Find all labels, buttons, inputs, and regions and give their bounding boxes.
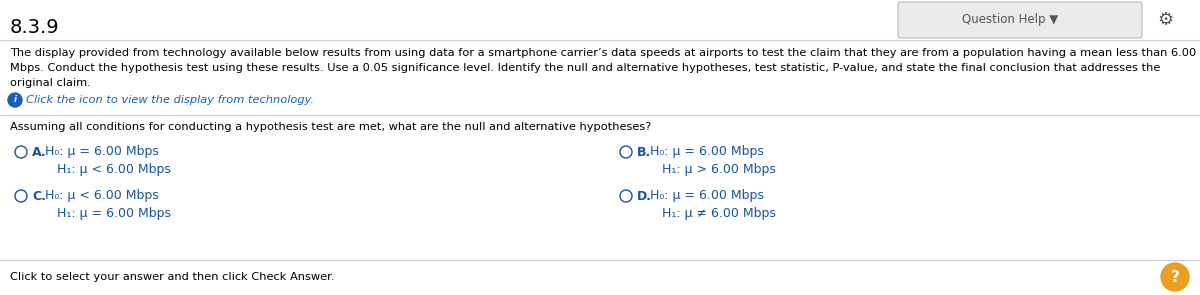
Text: ⚙: ⚙ [1157,11,1174,29]
Text: 8.3.9: 8.3.9 [10,18,60,37]
Text: C.: C. [32,189,46,202]
Text: H₀: μ < 6.00 Mbps: H₀: μ < 6.00 Mbps [46,189,158,202]
Text: H₁: μ > 6.00 Mbps: H₁: μ > 6.00 Mbps [662,163,776,176]
Text: i: i [13,96,17,104]
Circle shape [14,146,28,158]
Text: The display provided from technology available below results from using data for: The display provided from technology ava… [10,48,1196,58]
Text: H₀: μ = 6.00 Mbps: H₀: μ = 6.00 Mbps [650,145,764,158]
Text: Question Help ▼: Question Help ▼ [962,14,1058,27]
FancyBboxPatch shape [898,2,1142,38]
Circle shape [620,190,632,202]
Text: D.: D. [637,189,652,202]
Circle shape [620,146,632,158]
Text: Mbps. Conduct the hypothesis test using these results. Use a 0.05 significance l: Mbps. Conduct the hypothesis test using … [10,63,1160,73]
Circle shape [8,93,22,107]
Text: Click the icon to view the display from technology.: Click the icon to view the display from … [26,95,314,105]
Text: H₀: μ = 6.00 Mbps: H₀: μ = 6.00 Mbps [650,189,764,202]
Text: H₁: μ = 6.00 Mbps: H₁: μ = 6.00 Mbps [58,207,172,220]
Text: ?: ? [1170,270,1180,284]
Text: Click to select your answer and then click Check Answer.: Click to select your answer and then cli… [10,272,335,282]
Text: original claim.: original claim. [10,78,91,88]
Text: Assuming all conditions for conducting a hypothesis test are met, what are the n: Assuming all conditions for conducting a… [10,122,652,132]
Text: A.: A. [32,145,47,158]
Text: H₀: μ = 6.00 Mbps: H₀: μ = 6.00 Mbps [46,145,158,158]
Circle shape [14,190,28,202]
Circle shape [1162,263,1189,291]
Text: H₁: μ ≠ 6.00 Mbps: H₁: μ ≠ 6.00 Mbps [662,207,776,220]
Text: B.: B. [637,145,652,158]
Text: H₁: μ < 6.00 Mbps: H₁: μ < 6.00 Mbps [58,163,170,176]
